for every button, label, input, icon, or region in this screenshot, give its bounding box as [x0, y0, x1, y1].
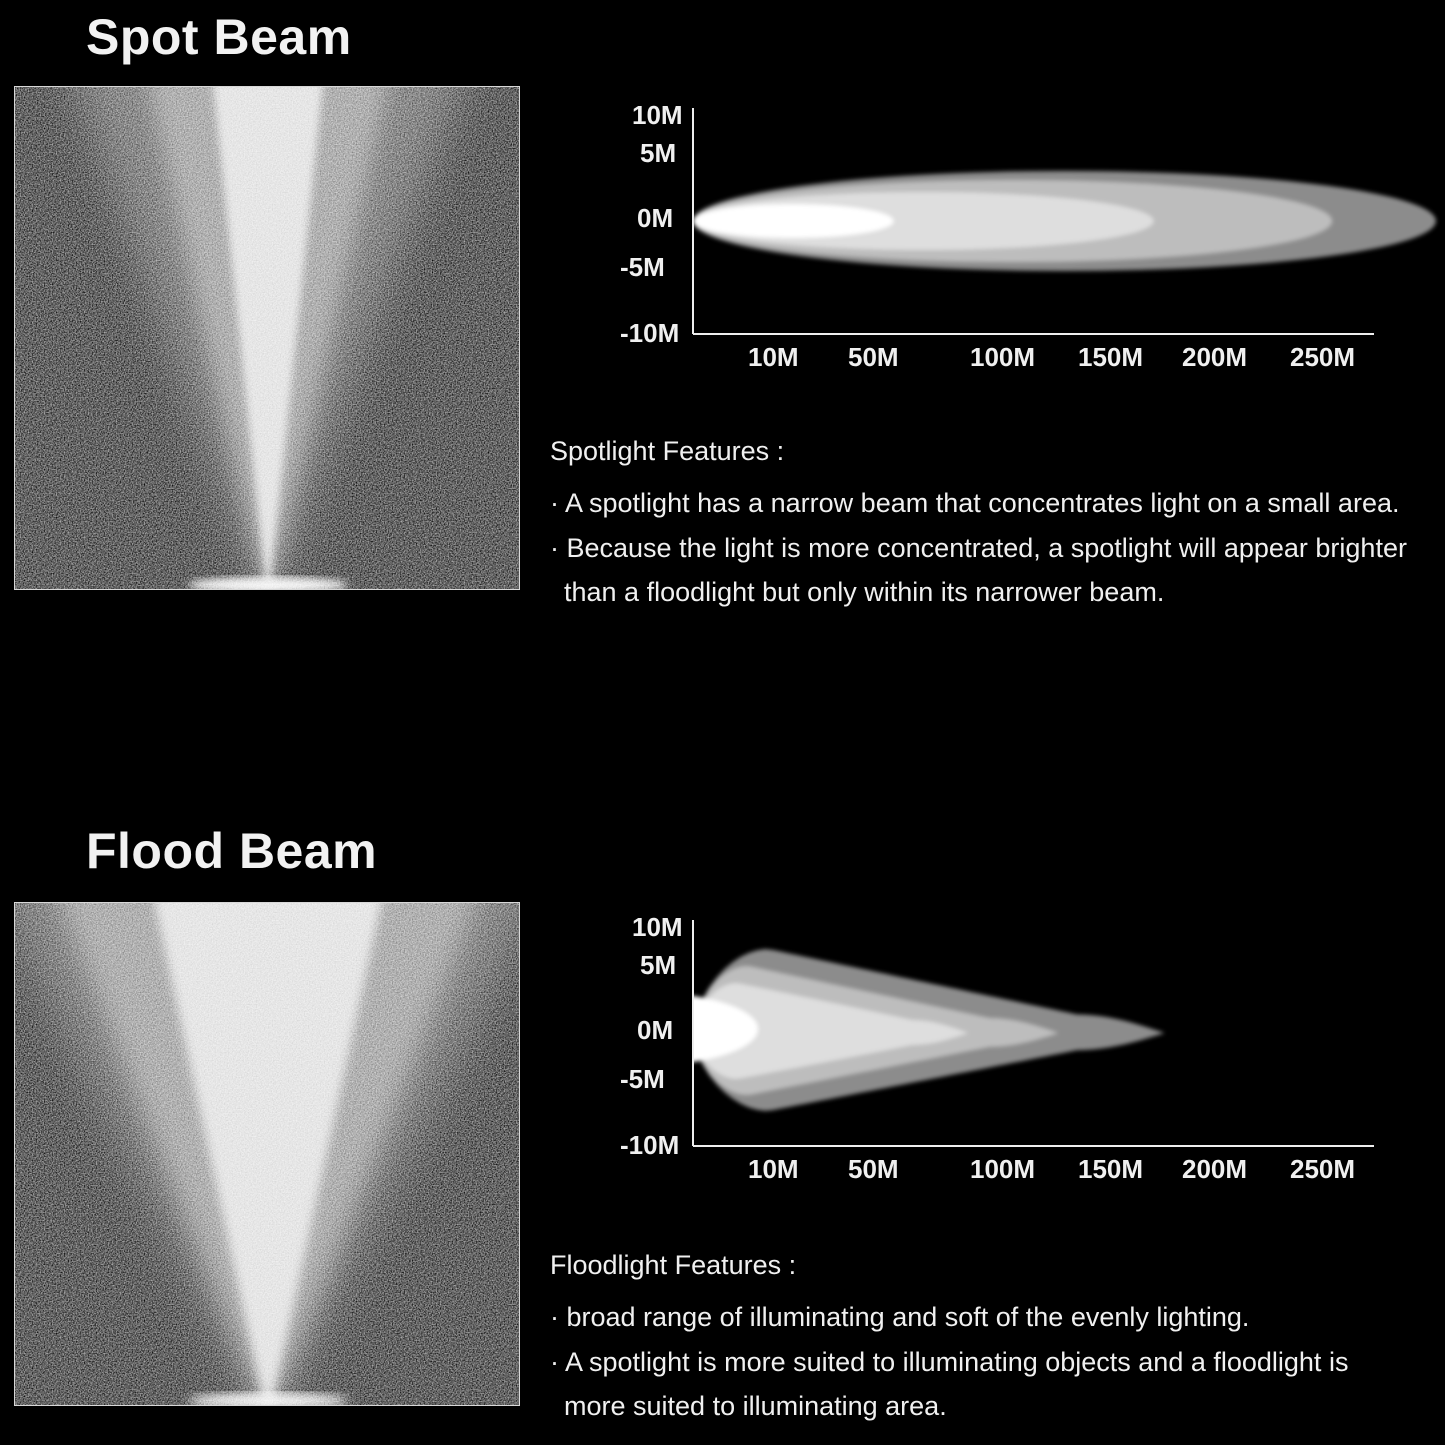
svg-text:200M: 200M: [1182, 1154, 1247, 1181]
svg-text:10M: 10M: [748, 1154, 799, 1181]
svg-text:250M: 250M: [1290, 1154, 1355, 1181]
svg-text:150M: 150M: [1078, 342, 1143, 369]
svg-text:150M: 150M: [1078, 1154, 1143, 1181]
svg-text:0M: 0M: [637, 203, 673, 233]
svg-text:200M: 200M: [1182, 342, 1247, 369]
svg-text:100M: 100M: [970, 1154, 1035, 1181]
svg-text:10M: 10M: [632, 100, 683, 130]
svg-text:5M: 5M: [640, 950, 676, 980]
svg-text:50M: 50M: [848, 1154, 899, 1181]
svg-text:10M: 10M: [632, 912, 683, 942]
svg-text:-5M: -5M: [620, 1064, 665, 1094]
svg-text:100M: 100M: [970, 342, 1035, 369]
svg-text:5M: 5M: [640, 138, 676, 168]
svg-text:-10M: -10M: [620, 1130, 679, 1160]
svg-text:10M: 10M: [748, 342, 799, 369]
svg-text:-5M: -5M: [620, 252, 665, 282]
svg-text:0M: 0M: [637, 1015, 673, 1045]
svg-text:50M: 50M: [848, 342, 899, 369]
svg-text:-10M: -10M: [620, 318, 679, 348]
svg-text:250M: 250M: [1290, 342, 1355, 369]
